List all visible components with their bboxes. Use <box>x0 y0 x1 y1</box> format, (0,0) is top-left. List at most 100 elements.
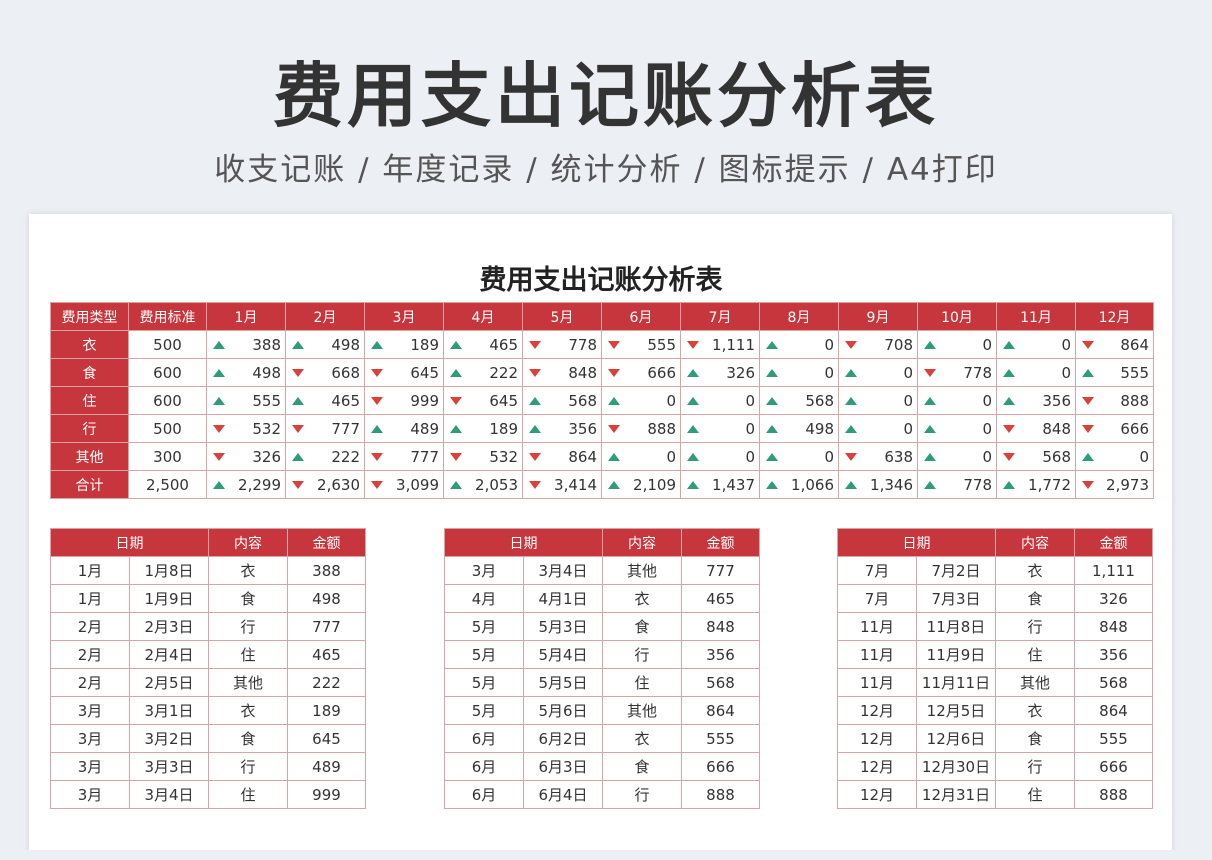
content-cell: 行 <box>602 640 682 669</box>
triangle-up-icon <box>529 425 541 433</box>
date-cell: 5月3日 <box>523 612 603 641</box>
month-value-cell: 0 <box>759 330 839 359</box>
triangle-down-icon <box>292 481 304 489</box>
amount-cell: 465 <box>681 584 760 613</box>
month-value-cell: 222 <box>443 358 523 387</box>
date-cell: 6月4日 <box>523 780 603 809</box>
triangle-down-icon <box>529 481 541 489</box>
triangle-up-icon <box>845 425 857 433</box>
triangle-up-icon <box>1003 369 1015 377</box>
triangle-up-icon <box>766 341 778 349</box>
triangle-up-icon <box>450 425 462 433</box>
month-value: 3,099 <box>396 475 439 494</box>
month-value-cell: 189 <box>364 330 444 359</box>
triangle-down-icon <box>1003 425 1015 433</box>
amount-cell: 388 <box>287 556 366 585</box>
detail-header-cell: 日期 <box>50 528 209 557</box>
content-cell: 食 <box>995 724 1075 753</box>
triangle-down-icon <box>608 369 620 377</box>
month-value-cell: 2,053 <box>443 470 523 499</box>
triangle-down-icon <box>213 425 225 433</box>
triangle-up-icon <box>924 481 936 489</box>
month-value: 2,053 <box>475 475 518 494</box>
month-value-cell: 778 <box>522 330 602 359</box>
month-value-cell: 888 <box>1075 386 1154 415</box>
standard-cell: 2,500 <box>128 470 207 499</box>
month-value-cell: 0 <box>838 358 918 387</box>
month-value-cell: 777 <box>364 442 444 471</box>
triangle-up-icon <box>924 425 936 433</box>
detail-row: 2月 2月3日行 777 <box>50 612 366 641</box>
amount-cell: 555 <box>1074 724 1153 753</box>
summary-header-cell: 6月 <box>601 302 681 331</box>
triangle-down-icon <box>608 425 620 433</box>
month-value-cell: 465 <box>443 330 523 359</box>
month-cell: 3月 <box>50 724 130 753</box>
month-value: 666 <box>647 363 676 382</box>
month-value: 555 <box>252 391 281 410</box>
date-cell: 3月2日 <box>129 724 209 753</box>
month-value: 0 <box>903 363 913 382</box>
date-cell: 12月31日 <box>916 780 996 809</box>
date-cell: 11月11日 <box>916 668 996 697</box>
date-cell: 1月8日 <box>129 556 209 585</box>
amount-cell: 326 <box>1074 584 1153 613</box>
date-cell: 6月3日 <box>523 752 603 781</box>
triangle-down-icon <box>529 453 541 461</box>
amount-cell: 568 <box>1074 668 1153 697</box>
triangle-up-icon <box>371 341 383 349</box>
month-value-cell: 0 <box>759 358 839 387</box>
month-value-cell: 555 <box>601 330 681 359</box>
content-cell: 食 <box>208 584 288 613</box>
detail-row: 2月 2月4日住 465 <box>50 640 366 669</box>
detail-row: 3月 3月4日住 999 <box>50 780 366 809</box>
triangle-down-icon <box>1003 453 1015 461</box>
triangle-up-icon <box>1082 369 1094 377</box>
month-value-cell: 1,066 <box>759 470 839 499</box>
month-value-cell: 777 <box>285 414 365 443</box>
month-value-cell: 2,630 <box>285 470 365 499</box>
triangle-up-icon <box>1003 397 1015 405</box>
month-value: 3,414 <box>554 475 597 494</box>
month-value-cell: 864 <box>1075 330 1154 359</box>
detail-header-cell: 日期 <box>837 528 996 557</box>
amount-cell: 777 <box>287 612 366 641</box>
triangle-up-icon <box>608 453 620 461</box>
month-value-cell: 388 <box>206 330 286 359</box>
month-value-cell: 0 <box>917 386 997 415</box>
month-value-cell: 848 <box>522 358 602 387</box>
month-value-cell: 0 <box>680 442 760 471</box>
month-value: 0 <box>1061 335 1071 354</box>
date-cell: 2月3日 <box>129 612 209 641</box>
month-value-cell: 555 <box>1075 358 1154 387</box>
content-cell: 住 <box>995 640 1075 669</box>
detail-row: 7月 7月3日食 326 <box>837 584 1153 613</box>
month-value: 2,109 <box>633 475 676 494</box>
triangle-down-icon <box>924 369 936 377</box>
triangle-down-icon <box>450 453 462 461</box>
month-cell: 12月 <box>837 724 917 753</box>
month-value-cell: 356 <box>522 414 602 443</box>
detail-header-cell: 内容 <box>208 528 288 557</box>
month-value-cell: 0 <box>601 442 681 471</box>
month-value: 356 <box>1042 391 1071 410</box>
month-cell: 3月 <box>50 752 130 781</box>
amount-cell: 356 <box>681 640 760 669</box>
month-value-cell: 778 <box>917 358 997 387</box>
summary-header-cell: 费用类型 <box>50 302 129 331</box>
triangle-down-icon <box>371 369 383 377</box>
triangle-up-icon <box>687 397 699 405</box>
triangle-up-icon <box>766 425 778 433</box>
month-cell: 2月 <box>50 640 130 669</box>
triangle-up-icon <box>292 397 304 405</box>
month-value: 189 <box>410 335 439 354</box>
triangle-up-icon <box>213 369 225 377</box>
date-cell: 12月6日 <box>916 724 996 753</box>
month-value-cell: 778 <box>917 470 997 499</box>
month-value-cell: 326 <box>206 442 286 471</box>
amount-cell: 465 <box>287 640 366 669</box>
month-value: 777 <box>410 447 439 466</box>
month-value: 777 <box>331 419 360 438</box>
month-cell: 11月 <box>837 612 917 641</box>
month-value-cell: 465 <box>285 386 365 415</box>
